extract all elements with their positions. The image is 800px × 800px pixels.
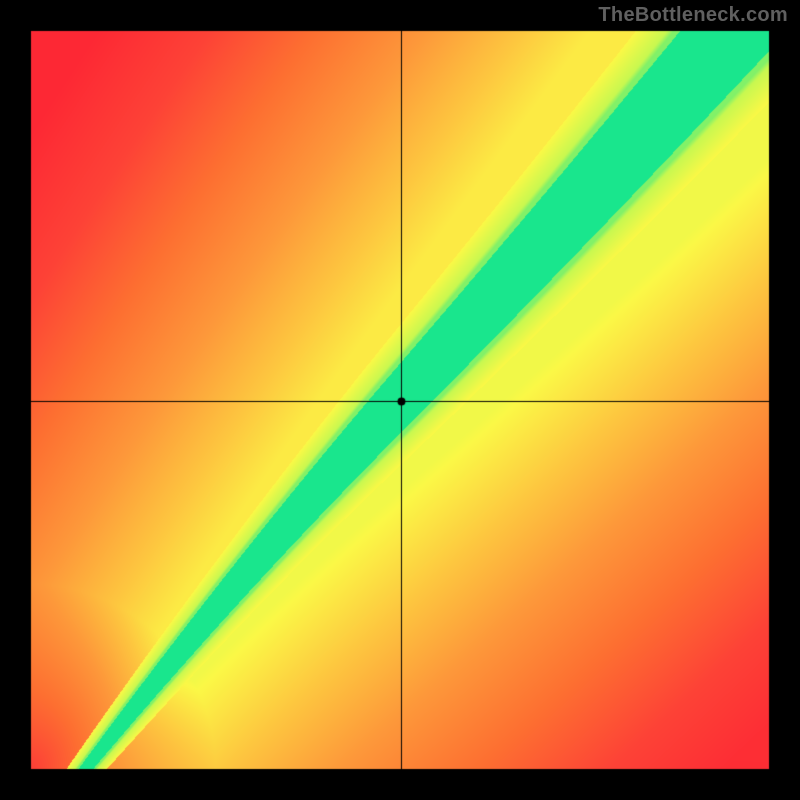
heatmap-canvas bbox=[0, 0, 800, 800]
chart-container: TheBottleneck.com bbox=[0, 0, 800, 800]
watermark-text: TheBottleneck.com bbox=[598, 4, 788, 27]
